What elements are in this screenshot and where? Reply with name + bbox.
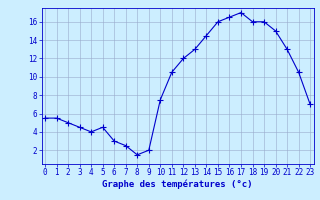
X-axis label: Graphe des températures (°c): Graphe des températures (°c) xyxy=(102,180,253,189)
